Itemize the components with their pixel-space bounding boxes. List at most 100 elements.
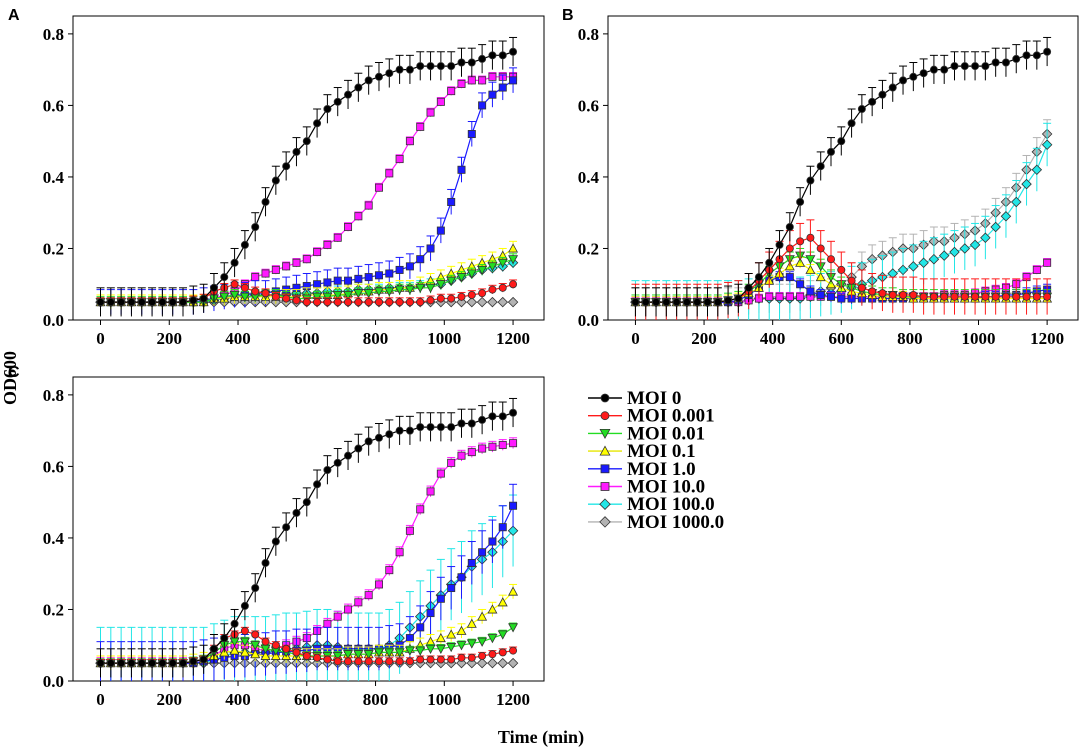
data-point <box>447 87 456 96</box>
data-point <box>395 155 404 164</box>
data-point <box>117 659 126 668</box>
data-point <box>230 280 239 289</box>
data-point <box>908 261 919 272</box>
data-point <box>374 580 383 589</box>
legend-marker <box>599 428 611 440</box>
y-tick-label: 0.4 <box>578 168 600 187</box>
data-point <box>240 626 249 635</box>
data-point <box>158 298 167 307</box>
data-point <box>271 176 280 185</box>
data-point <box>508 255 519 265</box>
data-point <box>971 62 980 71</box>
data-point <box>282 162 291 171</box>
data-point <box>509 439 518 448</box>
data-point <box>446 276 457 286</box>
legend-marker <box>600 482 610 491</box>
data-point <box>405 298 414 307</box>
data-point <box>404 646 415 656</box>
data-point <box>137 298 146 307</box>
x-tick-label: 800 <box>363 329 389 348</box>
data-point <box>354 657 363 666</box>
legend-marker <box>599 498 611 510</box>
data-point <box>938 250 950 261</box>
x-tick-label: 600 <box>294 690 320 709</box>
data-point <box>498 440 507 449</box>
data-point <box>251 630 260 639</box>
data-point <box>457 451 466 460</box>
data-point <box>271 641 280 650</box>
data-point <box>261 269 270 278</box>
data-point <box>507 296 519 308</box>
data-point <box>847 119 856 128</box>
data-point <box>354 298 363 307</box>
data-point <box>478 415 487 424</box>
panel-b: B 0.0 0.2 0.4 0.6 0.8 0 200 400 600 800 1000 1200 <box>562 7 1079 348</box>
data-point <box>313 480 322 489</box>
data-point <box>467 130 476 139</box>
data-point <box>507 657 519 669</box>
data-point <box>868 97 877 106</box>
legend-marker <box>600 393 610 403</box>
data-point <box>374 271 383 280</box>
data-point <box>333 276 342 285</box>
data-point <box>487 657 498 669</box>
data-point <box>497 657 508 669</box>
data-point <box>416 62 425 71</box>
data-point <box>806 176 815 185</box>
data-point <box>344 90 353 99</box>
data-point <box>478 548 487 557</box>
data-point <box>888 290 897 299</box>
data-point <box>826 147 835 156</box>
data-point <box>456 273 467 283</box>
data-point <box>497 296 508 308</box>
data-point <box>96 298 105 307</box>
data-point <box>364 657 373 666</box>
data-point <box>949 246 960 258</box>
data-point <box>1001 58 1010 67</box>
data-point <box>509 47 518 56</box>
data-point <box>96 659 105 668</box>
data-point <box>693 298 702 307</box>
data-point <box>373 287 384 297</box>
data-point <box>395 265 404 274</box>
series-moi-0 <box>96 397 518 678</box>
data-point <box>436 423 445 432</box>
data-point <box>302 255 311 264</box>
data-point <box>785 244 794 253</box>
data-point <box>950 62 959 71</box>
data-point <box>106 298 115 307</box>
x-tick-label: 200 <box>157 690 183 709</box>
data-point <box>1022 51 1031 60</box>
data-point <box>457 573 466 582</box>
data-point <box>447 655 456 664</box>
data-point <box>395 65 404 74</box>
data-point <box>250 649 261 659</box>
data-point <box>179 298 188 307</box>
x-tick-label: 200 <box>157 329 183 348</box>
data-point <box>416 423 425 432</box>
data-point <box>416 122 425 131</box>
data-point <box>488 51 497 60</box>
data-point <box>447 197 456 206</box>
data-point <box>292 508 301 517</box>
data-point <box>1000 211 1012 222</box>
data-point <box>313 298 322 307</box>
data-point <box>250 641 261 651</box>
data-point <box>1032 51 1041 60</box>
x-tick-label: 800 <box>363 690 389 709</box>
data-point <box>796 237 805 246</box>
legend-label: MOI 100.0 <box>627 494 715 515</box>
legend-item-moi-1-0: MOI 1.0 <box>588 459 696 480</box>
data-point <box>990 221 1001 233</box>
data-point <box>271 265 280 274</box>
data-point <box>826 292 835 301</box>
data-point <box>457 653 466 662</box>
data-point <box>364 437 373 446</box>
data-point <box>168 298 177 307</box>
data-point <box>374 183 383 192</box>
data-point <box>508 243 519 253</box>
data-point <box>333 97 342 106</box>
data-point <box>384 648 395 658</box>
x-tick-label: 1200 <box>496 329 530 348</box>
